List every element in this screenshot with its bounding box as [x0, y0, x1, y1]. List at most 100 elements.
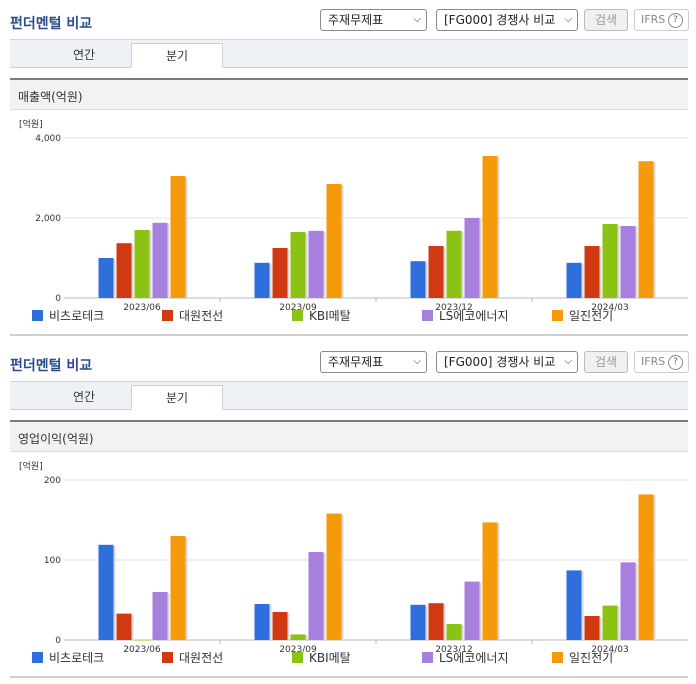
- y-tick-label: 200: [44, 476, 61, 486]
- chart-heading: 매출액(억원): [10, 80, 688, 110]
- bar[interactable]: [410, 261, 426, 298]
- statement-select[interactable]: 주재무제표 ⌵: [320, 9, 427, 31]
- tab-annual[interactable]: 연간: [72, 390, 96, 404]
- y-tick-label: 100: [44, 556, 61, 566]
- bar[interactable]: [134, 640, 150, 641]
- search-button[interactable]: 검색: [584, 9, 628, 31]
- tab-annual[interactable]: 연간: [72, 48, 96, 62]
- legend-entry[interactable]: 대원전선: [179, 309, 223, 323]
- chart-panel: 매출액(억원) [억원] 0 2,000 4,000 2023/06 2023/09 202…: [10, 78, 688, 336]
- y-tick-label: 4,000: [35, 134, 61, 144]
- bar[interactable]: [152, 222, 168, 298]
- bar[interactable]: [602, 605, 618, 640]
- revenue-bar-chart: [억원] 0 2,000 4,000 2023/06 2023/09 2023/12 2024…: [19, 118, 688, 323]
- bar[interactable]: [566, 570, 582, 640]
- period-tabs: 연간 분기: [10, 39, 688, 68]
- bar[interactable]: [290, 634, 306, 640]
- y-tick-label: 0: [55, 636, 61, 646]
- legend-entry[interactable]: 일진전기: [569, 309, 613, 323]
- bar[interactable]: [584, 616, 600, 640]
- bar[interactable]: [464, 218, 480, 298]
- peer-select-value: [FG000] 경쟁사 비교: [444, 13, 556, 27]
- bar[interactable]: [152, 592, 168, 640]
- bar[interactable]: [170, 176, 186, 298]
- ifrs-toggle[interactable]: IFRS ?: [634, 9, 689, 31]
- legend-entry[interactable]: KBI메탈: [309, 309, 351, 323]
- bar[interactable]: [428, 603, 444, 640]
- tab-quarterly[interactable]: 분기: [131, 385, 223, 410]
- chevron-down-icon: ⌵: [413, 14, 421, 25]
- chart-heading-label: 매출액(억원): [18, 90, 83, 104]
- bar[interactable]: [254, 604, 270, 640]
- bar[interactable]: [620, 562, 636, 640]
- chart-heading-label: 영업이익(억원): [18, 432, 94, 446]
- legend-swatch: [32, 310, 43, 321]
- peer-select[interactable]: [FG000] 경쟁사 비교 ⌵: [436, 9, 578, 31]
- ifrs-label: IFRS: [641, 13, 666, 26]
- bar[interactable]: [98, 544, 114, 640]
- bar[interactable]: [482, 156, 498, 298]
- legend-swatch: [162, 310, 173, 321]
- bar[interactable]: [170, 536, 186, 640]
- legend-entry[interactable]: LS에코에너지: [439, 309, 509, 323]
- bar[interactable]: [98, 258, 114, 298]
- bar[interactable]: [308, 552, 324, 640]
- legend-entry[interactable]: 비츠로테크: [49, 651, 104, 665]
- chevron-down-icon: ⌵: [413, 356, 421, 367]
- bar[interactable]: [584, 246, 600, 298]
- peer-select[interactable]: [FG000] 경쟁사 비교 ⌵: [436, 351, 578, 373]
- bar[interactable]: [566, 262, 582, 298]
- help-icon[interactable]: ?: [668, 13, 683, 28]
- bar[interactable]: [620, 226, 636, 298]
- bar[interactable]: [326, 184, 342, 298]
- help-icon[interactable]: ?: [668, 355, 683, 370]
- y-tick-label: 2,000: [35, 214, 61, 224]
- legend-swatch: [162, 652, 173, 663]
- bar[interactable]: [410, 604, 426, 640]
- bar[interactable]: [638, 161, 654, 298]
- bar[interactable]: [272, 612, 288, 640]
- peer-select-value: [FG000] 경쟁사 비교: [444, 355, 556, 369]
- ifrs-label: IFRS: [641, 355, 666, 368]
- legend-entry[interactable]: 일진전기: [569, 651, 613, 665]
- bar[interactable]: [446, 624, 462, 640]
- bar[interactable]: [482, 522, 498, 640]
- section-title: 펀더멘털 비교: [10, 358, 93, 374]
- x-tick-label: 2023/06: [123, 645, 161, 655]
- bar[interactable]: [428, 246, 444, 298]
- bar[interactable]: [464, 581, 480, 640]
- statement-select-value: 주재무제표: [328, 355, 384, 369]
- legend-swatch: [292, 310, 303, 321]
- bar[interactable]: [290, 232, 306, 298]
- statement-select[interactable]: 주재무제표 ⌵: [320, 351, 427, 373]
- bar[interactable]: [134, 230, 150, 298]
- x-tick-label: 2024/03: [591, 645, 628, 655]
- bar[interactable]: [446, 230, 462, 298]
- bar[interactable]: [116, 243, 132, 298]
- bar[interactable]: [326, 513, 342, 640]
- bar[interactable]: [254, 262, 270, 298]
- legend-entry[interactable]: 비츠로테크: [49, 309, 104, 323]
- legend-entry[interactable]: 대원전선: [179, 651, 223, 665]
- chart-heading: 영업이익(억원): [10, 422, 688, 452]
- search-button[interactable]: 검색: [584, 351, 628, 373]
- ifrs-toggle[interactable]: IFRS ?: [634, 351, 689, 373]
- legend-entry[interactable]: KBI메탈: [309, 651, 351, 665]
- legend-swatch: [422, 652, 433, 663]
- chart-panel: 영업이익(억원) [억원] 0 100 200 2023/06 2023/09 2023/1…: [10, 420, 688, 678]
- legend-swatch: [292, 652, 303, 663]
- bar[interactable]: [602, 224, 618, 298]
- bar[interactable]: [638, 494, 654, 640]
- fundamental-compare-section-operating-profit: 펀더멘털 비교 주재무제표 ⌵ [FG000] 경쟁사 비교 ⌵ 검색 IFRS…: [0, 342, 696, 684]
- x-tick-label: 2023/09: [279, 645, 317, 655]
- x-tick-label: 2023/09: [279, 303, 317, 313]
- fundamental-compare-section-revenue: 펀더멘털 비교 주재무제표 ⌵ [FG000] 경쟁사 비교 ⌵ 검색 IFRS…: [10, 9, 689, 336]
- bar[interactable]: [308, 230, 324, 298]
- tab-quarterly[interactable]: 분기: [131, 43, 223, 68]
- bar[interactable]: [116, 613, 132, 640]
- chevron-down-icon: ⌵: [564, 356, 572, 367]
- legend-entry[interactable]: LS에코에너지: [439, 651, 509, 665]
- y-unit-label: [억원]: [19, 460, 43, 472]
- x-tick-label: 2023/12: [435, 645, 472, 655]
- bar[interactable]: [272, 248, 288, 298]
